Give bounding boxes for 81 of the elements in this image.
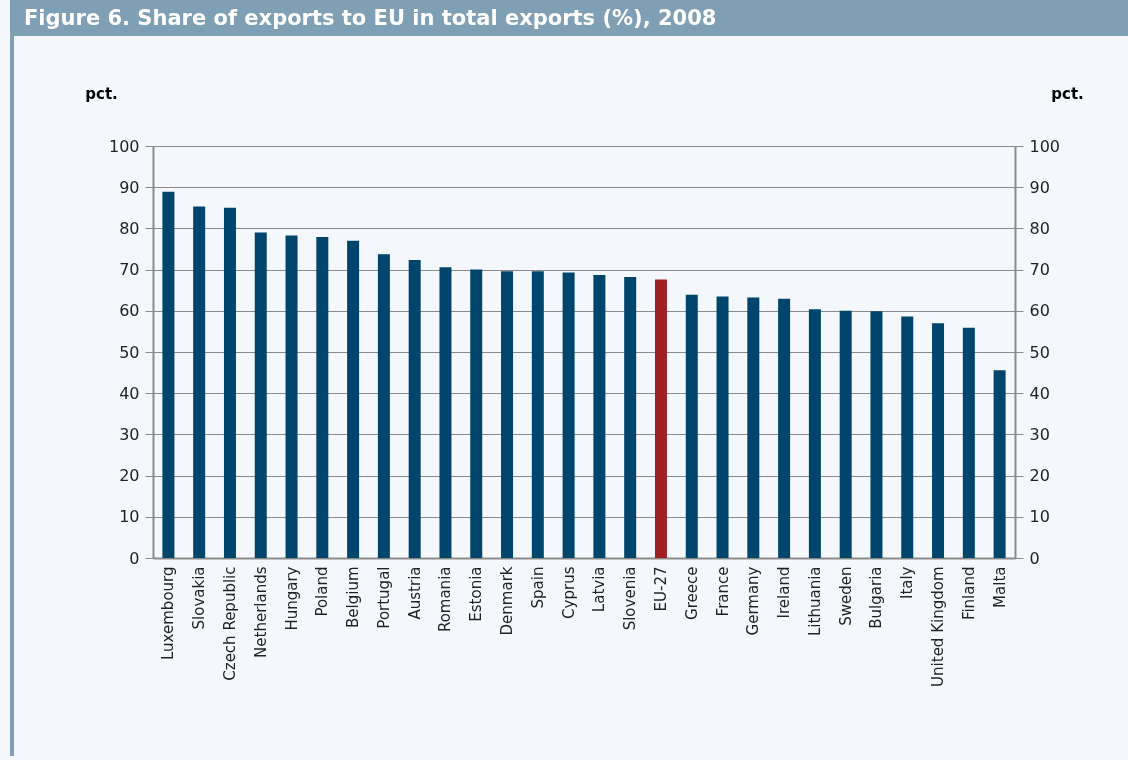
x-tick-label: Germany xyxy=(744,566,763,636)
y2-tick-label: 90 xyxy=(1029,177,1050,197)
bar xyxy=(285,235,298,558)
x-tick-label: Estonia xyxy=(467,566,486,622)
y2-tick-label: 100 xyxy=(1029,136,1061,156)
x-tick-label: Slovenia xyxy=(621,566,640,631)
bar xyxy=(901,316,914,558)
y2-tick-label: 20 xyxy=(1029,466,1050,486)
y-tick-label: 40 xyxy=(119,383,140,403)
y-tick-label: 90 xyxy=(119,177,140,197)
x-tick-label: Italy xyxy=(898,566,917,600)
x-tick-label: Denmark xyxy=(498,566,517,636)
y2-tick-label: 60 xyxy=(1029,301,1050,321)
x-tick-label: Hungary xyxy=(282,566,301,631)
x-tick-label: EU-27 xyxy=(651,566,670,612)
y2-tick-label: 10 xyxy=(1029,507,1050,527)
x-tick-label: Spain xyxy=(528,566,547,609)
y2-tick-label: 80 xyxy=(1029,218,1050,238)
x-tick-label: France xyxy=(713,566,732,617)
x-tick-label: Latvia xyxy=(590,566,609,613)
x-tick-label: Finland xyxy=(959,566,978,621)
bar xyxy=(439,267,452,558)
y-tick-label: 10 xyxy=(119,507,140,527)
bar xyxy=(254,232,267,558)
bar xyxy=(223,207,236,558)
bar xyxy=(501,271,514,558)
bar xyxy=(531,271,544,558)
x-tick-label: Greece xyxy=(682,566,701,620)
chart-title: Figure 6. Share of exports to EU in total exports (%), 2008 xyxy=(10,0,1128,36)
x-tick-label: Ireland xyxy=(775,566,794,619)
bar xyxy=(347,240,360,558)
bar xyxy=(962,327,975,558)
bar xyxy=(716,296,729,558)
bar xyxy=(470,269,483,558)
bar xyxy=(932,323,945,558)
x-tick-label: Poland xyxy=(313,566,332,617)
y-tick-label: 20 xyxy=(119,466,140,486)
x-tick-label: Belgium xyxy=(344,566,363,628)
y-tick-label: 50 xyxy=(119,342,140,362)
bar xyxy=(162,191,175,558)
y-tick-label: 100 xyxy=(108,136,140,156)
bar xyxy=(408,260,421,558)
x-tick-label: Romania xyxy=(436,566,455,633)
x-tick-label: Bulgaria xyxy=(867,566,886,629)
bar xyxy=(654,279,667,558)
x-tick-label: Slovakia xyxy=(190,566,209,630)
y2-tick-label: 40 xyxy=(1029,383,1050,403)
x-tick-label: Czech Republic xyxy=(220,566,239,681)
bar xyxy=(193,206,206,558)
bar xyxy=(316,237,329,558)
bar xyxy=(624,277,637,558)
y2-tick-label: 50 xyxy=(1029,342,1050,362)
x-tick-label: Luxembourg xyxy=(159,566,178,660)
bar xyxy=(685,294,698,558)
y-tick-label: 30 xyxy=(119,424,140,444)
bar xyxy=(747,297,760,558)
y-tick-label: 0 xyxy=(129,548,140,568)
bar xyxy=(839,310,852,558)
bar xyxy=(870,311,883,558)
x-tick-label: Cyprus xyxy=(559,566,578,619)
x-tick-label: Malta xyxy=(990,566,1009,608)
bar xyxy=(593,274,606,558)
x-tick-label: Sweden xyxy=(836,566,855,626)
y2-axis-title: pct. xyxy=(1051,84,1084,103)
x-tick-label: Netherlands xyxy=(251,566,270,658)
x-tick-label: United Kingdom xyxy=(929,566,948,687)
bar xyxy=(808,309,821,558)
x-tick-label: Lithuania xyxy=(805,566,824,636)
y-axis-title: pct. xyxy=(85,84,118,103)
x-tick-label: Austria xyxy=(405,566,424,620)
y-tick-label: 70 xyxy=(119,260,140,280)
y-tick-label: 80 xyxy=(119,218,140,238)
bar xyxy=(778,298,791,558)
x-tick-label: Portugal xyxy=(374,566,393,629)
y-tick-label: 60 xyxy=(119,301,140,321)
bar xyxy=(562,272,575,558)
y2-tick-label: 30 xyxy=(1029,424,1050,444)
y2-tick-label: 70 xyxy=(1029,260,1050,280)
bar xyxy=(377,254,390,558)
y2-tick-label: 0 xyxy=(1029,548,1040,568)
bar xyxy=(993,370,1006,558)
